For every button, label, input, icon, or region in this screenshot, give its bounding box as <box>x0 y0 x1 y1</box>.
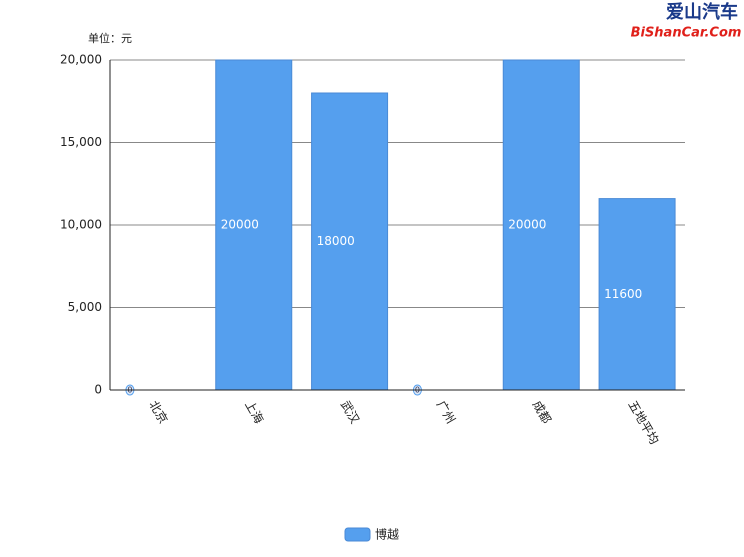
bar <box>598 198 676 391</box>
x-tick-label: 武汉 <box>338 398 362 426</box>
bar <box>502 59 580 391</box>
watermark-site: BiShanCar.Com <box>631 26 742 41</box>
watermark-name: 爱山汽车 <box>666 1 738 23</box>
y-tick-label: 5,000 <box>68 300 102 314</box>
x-tick-label: 成都 <box>530 398 554 426</box>
x-tick-label: 上海 <box>242 398 267 426</box>
value-label: 20000 <box>221 218 259 232</box>
x-tick-label: 广州 <box>434 398 458 426</box>
legend-swatch <box>344 527 371 542</box>
y-tick-label: 20,000 <box>60 53 102 67</box>
y-tick-label: 0 <box>94 383 102 397</box>
value-label: 11600 <box>604 287 642 301</box>
y-axis-label: 单位：元 <box>88 31 132 45</box>
legend-label: 博越 <box>375 527 399 542</box>
y-tick-label: 15,000 <box>60 135 102 149</box>
value-label: 18000 <box>317 234 355 248</box>
value-label: 20000 <box>508 218 546 232</box>
x-tick-label: 北京 <box>146 398 170 426</box>
y-tick-label: 10,000 <box>60 218 102 232</box>
x-tick-label: 五地平均 <box>625 398 661 447</box>
bar <box>311 92 389 391</box>
